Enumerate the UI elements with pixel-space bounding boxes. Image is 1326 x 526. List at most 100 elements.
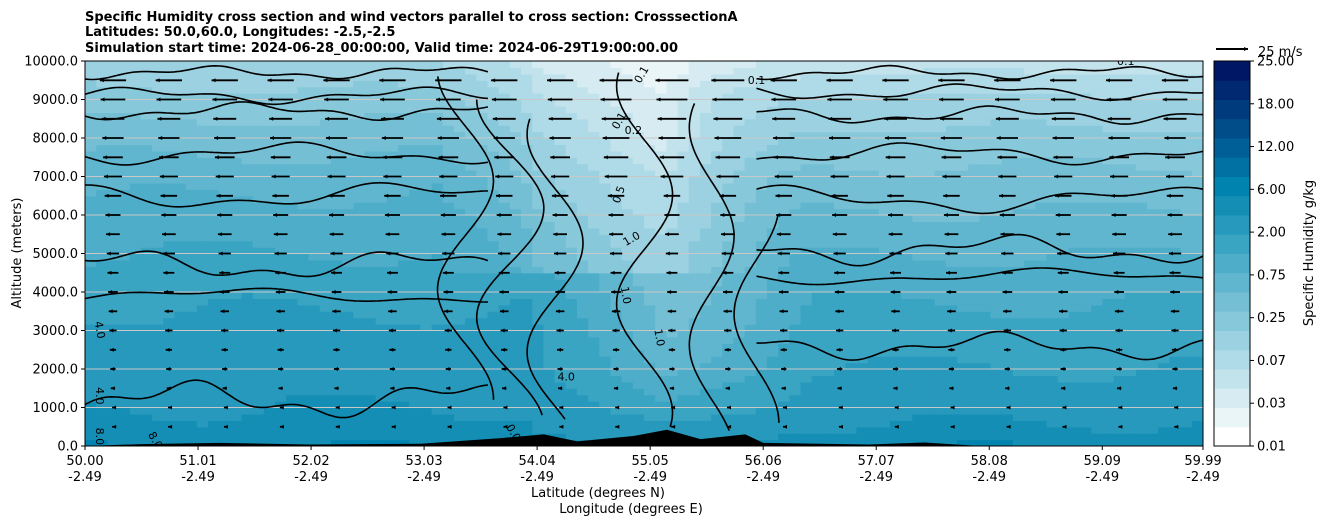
humidity-cell	[711, 375, 723, 383]
humidity-cell	[845, 304, 858, 312]
humidity-cell	[1068, 433, 1081, 441]
humidity-cell	[576, 221, 589, 229]
humidity-cell	[655, 227, 667, 235]
humidity-cell	[1035, 420, 1048, 428]
humidity-cell	[1057, 298, 1070, 306]
humidity-cell	[364, 317, 377, 325]
humidity-cell	[588, 182, 600, 190]
humidity-cell	[565, 369, 578, 377]
humidity-cell	[375, 170, 388, 178]
humidity-cell	[263, 182, 276, 190]
humidity-cell	[1001, 439, 1014, 446]
humidity-cell	[699, 369, 712, 377]
humidity-cell	[286, 407, 299, 415]
humidity-cell	[945, 420, 958, 428]
humidity-cell	[275, 247, 287, 255]
humidity-cell	[219, 259, 231, 267]
humidity-cell	[957, 221, 969, 229]
humidity-cell	[353, 144, 366, 152]
humidity-cell	[1057, 317, 1070, 325]
humidity-cell	[632, 298, 645, 306]
humidity-cell	[521, 215, 533, 223]
humidity-cell	[889, 426, 902, 434]
humidity-cell	[1091, 150, 1103, 158]
humidity-cell	[252, 150, 265, 158]
humidity-cell	[1102, 125, 1115, 133]
humidity-cell	[308, 163, 321, 171]
humidity-cell	[1158, 157, 1171, 165]
humidity-cell	[699, 279, 712, 287]
humidity-cell	[834, 439, 846, 446]
humidity-cell	[677, 157, 690, 165]
humidity-cell	[342, 420, 354, 428]
humidity-cell	[1046, 150, 1059, 158]
humidity-cell	[330, 298, 343, 306]
humidity-cell	[521, 163, 533, 171]
humidity-cell	[644, 381, 656, 389]
humidity-cell	[476, 413, 489, 421]
humidity-cell	[688, 324, 701, 332]
humidity-cell	[755, 195, 768, 203]
humidity-cell	[733, 253, 746, 261]
humidity-cell	[934, 176, 947, 184]
humidity-cell	[107, 369, 120, 377]
humidity-cell	[230, 285, 243, 293]
humidity-cell	[867, 317, 880, 325]
humidity-cell	[621, 292, 634, 300]
humidity-cell	[453, 311, 466, 319]
humidity-cell	[968, 356, 980, 364]
humidity-cell	[588, 433, 600, 441]
humidity-cell	[688, 336, 701, 344]
humidity-cell	[1113, 433, 1126, 441]
humidity-cell	[297, 189, 310, 197]
humidity-cell	[398, 343, 410, 351]
humidity-cell	[834, 157, 846, 165]
humidity-cell	[420, 394, 433, 402]
humidity-cell	[1068, 401, 1081, 409]
humidity-cell	[699, 208, 712, 216]
humidity-cell	[699, 420, 712, 428]
humidity-cell	[1046, 259, 1059, 267]
humidity-cell	[140, 208, 153, 216]
humidity-cell	[1158, 215, 1171, 223]
humidity-cell	[655, 330, 667, 338]
humidity-cell	[96, 336, 108, 344]
humidity-cell	[1124, 375, 1137, 383]
humidity-cell	[621, 336, 634, 344]
humidity-cell	[521, 176, 533, 184]
humidity-cell	[521, 208, 533, 216]
humidity-cell	[565, 292, 578, 300]
humidity-cell	[766, 311, 779, 319]
humidity-cell	[1012, 125, 1025, 133]
humidity-cell	[912, 304, 925, 312]
humidity-cell	[979, 394, 992, 402]
humidity-cell	[118, 253, 131, 261]
humidity-cell	[934, 401, 947, 409]
humidity-cell	[845, 336, 858, 344]
humidity-cell	[565, 266, 578, 274]
humidity-cell	[934, 311, 947, 319]
humidity-cell	[297, 362, 310, 370]
humidity-cell	[498, 401, 511, 409]
humidity-cell	[219, 356, 231, 364]
humidity-cell	[487, 125, 500, 133]
humidity-cell	[465, 189, 477, 197]
humidity-cell	[1001, 369, 1014, 377]
humidity-cell	[409, 208, 421, 216]
humidity-cell	[353, 150, 366, 158]
humidity-cell	[699, 401, 712, 409]
humidity-cell	[409, 426, 421, 434]
humidity-cell	[386, 144, 399, 152]
humidity-cell	[766, 407, 779, 415]
humidity-cell	[241, 157, 254, 165]
humidity-cell	[554, 195, 567, 203]
humidity-cell	[1091, 170, 1103, 178]
humidity-cell	[610, 426, 623, 434]
humidity-cell	[509, 356, 522, 364]
humidity-cell	[118, 221, 131, 229]
humidity-cell	[610, 215, 623, 223]
humidity-cell	[498, 131, 511, 139]
humidity-cell	[297, 144, 310, 152]
humidity-cell	[1147, 343, 1159, 351]
humidity-cell	[431, 330, 444, 338]
